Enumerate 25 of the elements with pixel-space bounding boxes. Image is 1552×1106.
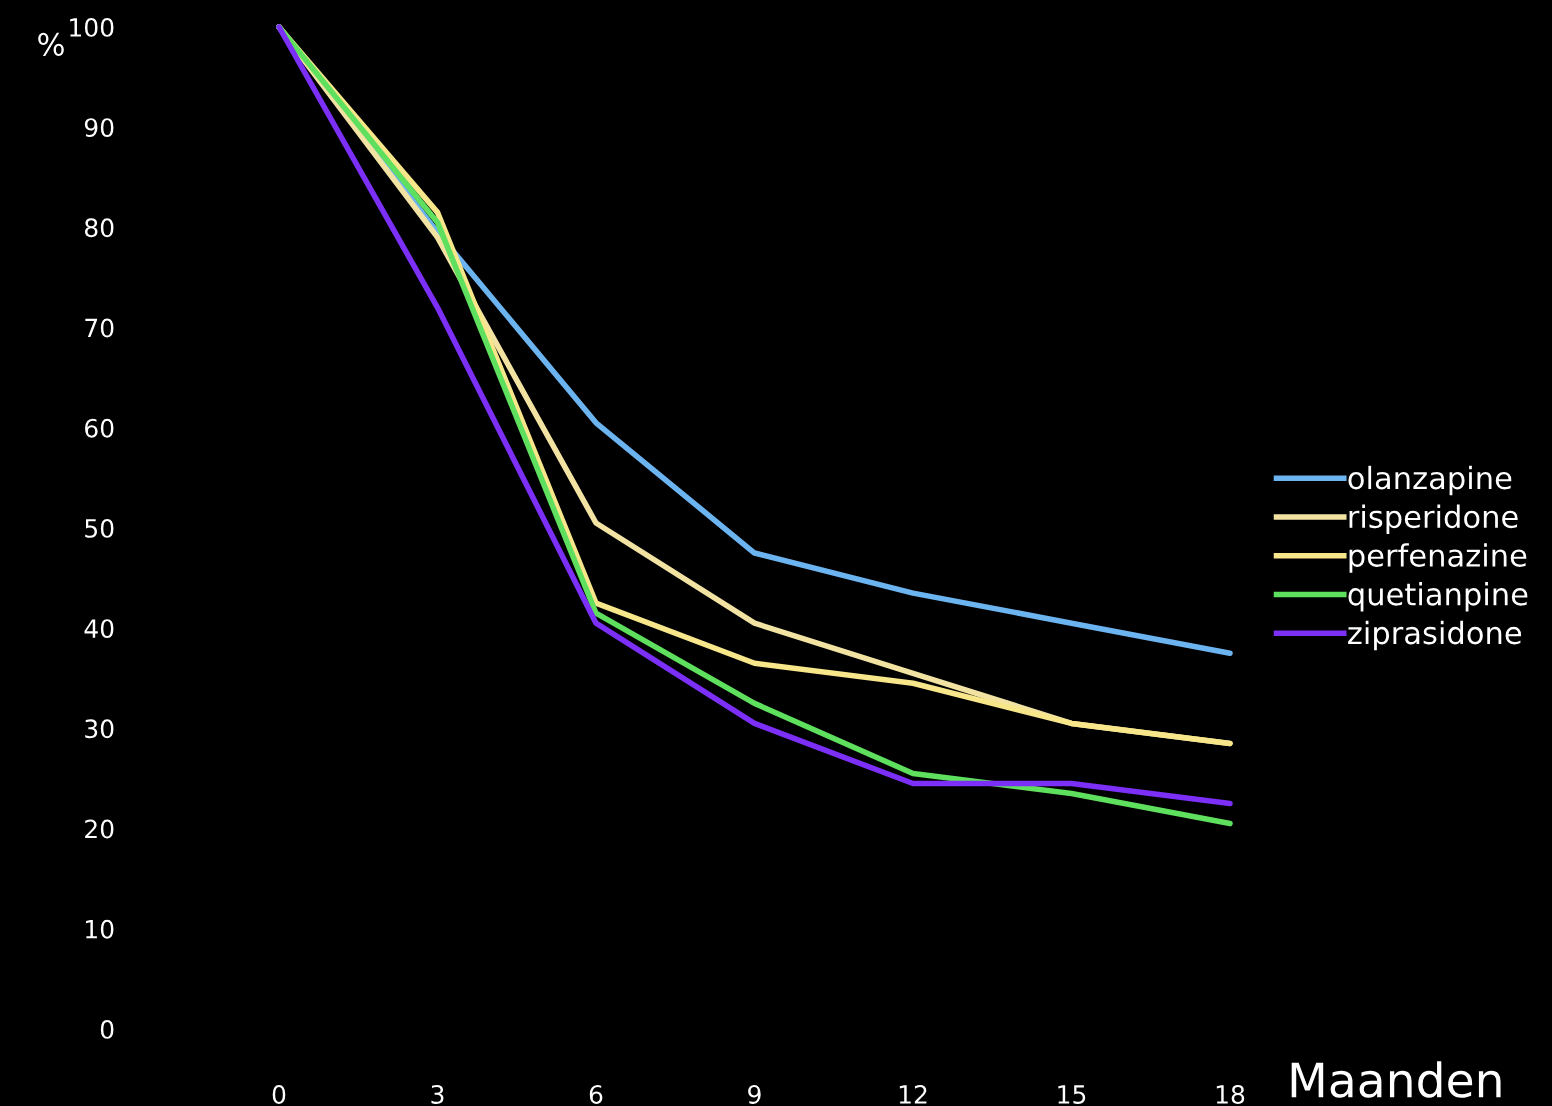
legend-label: risperidone bbox=[1349, 504, 1518, 535]
legend-label: olanzapine bbox=[1348, 465, 1512, 496]
y-tick-label: 70 bbox=[85, 318, 114, 338]
y-tick-label: 0 bbox=[100, 1019, 114, 1039]
y-tick-label: 90 bbox=[84, 118, 114, 138]
legend-label: quetianpine bbox=[1348, 582, 1528, 612]
legend-label: ziprasidone bbox=[1348, 620, 1522, 651]
y-tick-label: 100 bbox=[70, 17, 114, 37]
x-tick-label: 9 bbox=[748, 1085, 761, 1104]
x-tick-label: 15 bbox=[1058, 1085, 1086, 1104]
y-axis-title: % bbox=[38, 32, 64, 56]
y-tick-label: 40 bbox=[84, 619, 114, 639]
x-tick-label: 3 bbox=[431, 1085, 444, 1104]
x-tick-label: 18 bbox=[1216, 1085, 1245, 1104]
y-tick-label: 20 bbox=[85, 819, 114, 839]
x-tick-label: 6 bbox=[589, 1085, 603, 1104]
x-tick-label: 0 bbox=[272, 1085, 286, 1104]
y-tick-label: 10 bbox=[86, 919, 114, 939]
y-tick-label: 80 bbox=[84, 218, 114, 238]
y-tick-label: 30 bbox=[85, 719, 114, 739]
x-axis-title: Maanden bbox=[1291, 1061, 1501, 1098]
legend-label: perfenazine bbox=[1349, 543, 1527, 573]
y-tick-label: 60 bbox=[85, 418, 114, 438]
y-tick-label: 50 bbox=[85, 518, 114, 538]
x-tick-label: 12 bbox=[899, 1085, 927, 1104]
